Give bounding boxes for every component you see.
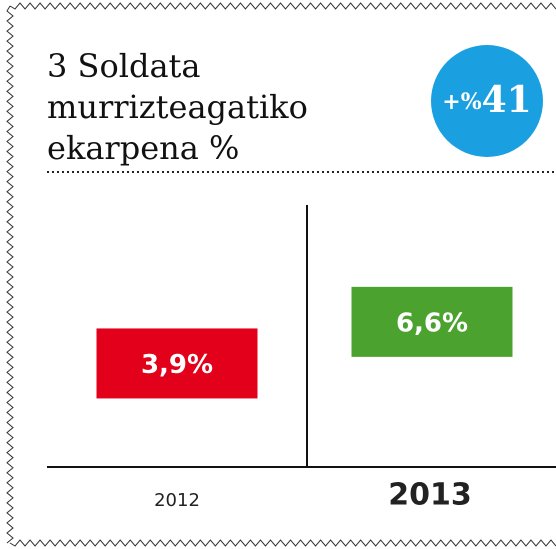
x-tick-label: 2012 xyxy=(154,490,200,511)
border xyxy=(6,2,556,547)
badge-value: 41 xyxy=(482,79,532,121)
badge-prefix: +% xyxy=(442,89,481,115)
border-zigzag xyxy=(6,2,556,547)
bar xyxy=(351,286,513,357)
x-tick-label: 2013 xyxy=(388,478,472,513)
badge-text: +%41 xyxy=(442,79,531,121)
value-label: 3,9% xyxy=(141,350,213,380)
chart-title: 3 Soldata murrizteagatiko ekarpena % xyxy=(47,47,308,167)
value-label: 6,6% xyxy=(396,308,468,338)
badge xyxy=(431,45,543,157)
bar xyxy=(96,328,258,399)
